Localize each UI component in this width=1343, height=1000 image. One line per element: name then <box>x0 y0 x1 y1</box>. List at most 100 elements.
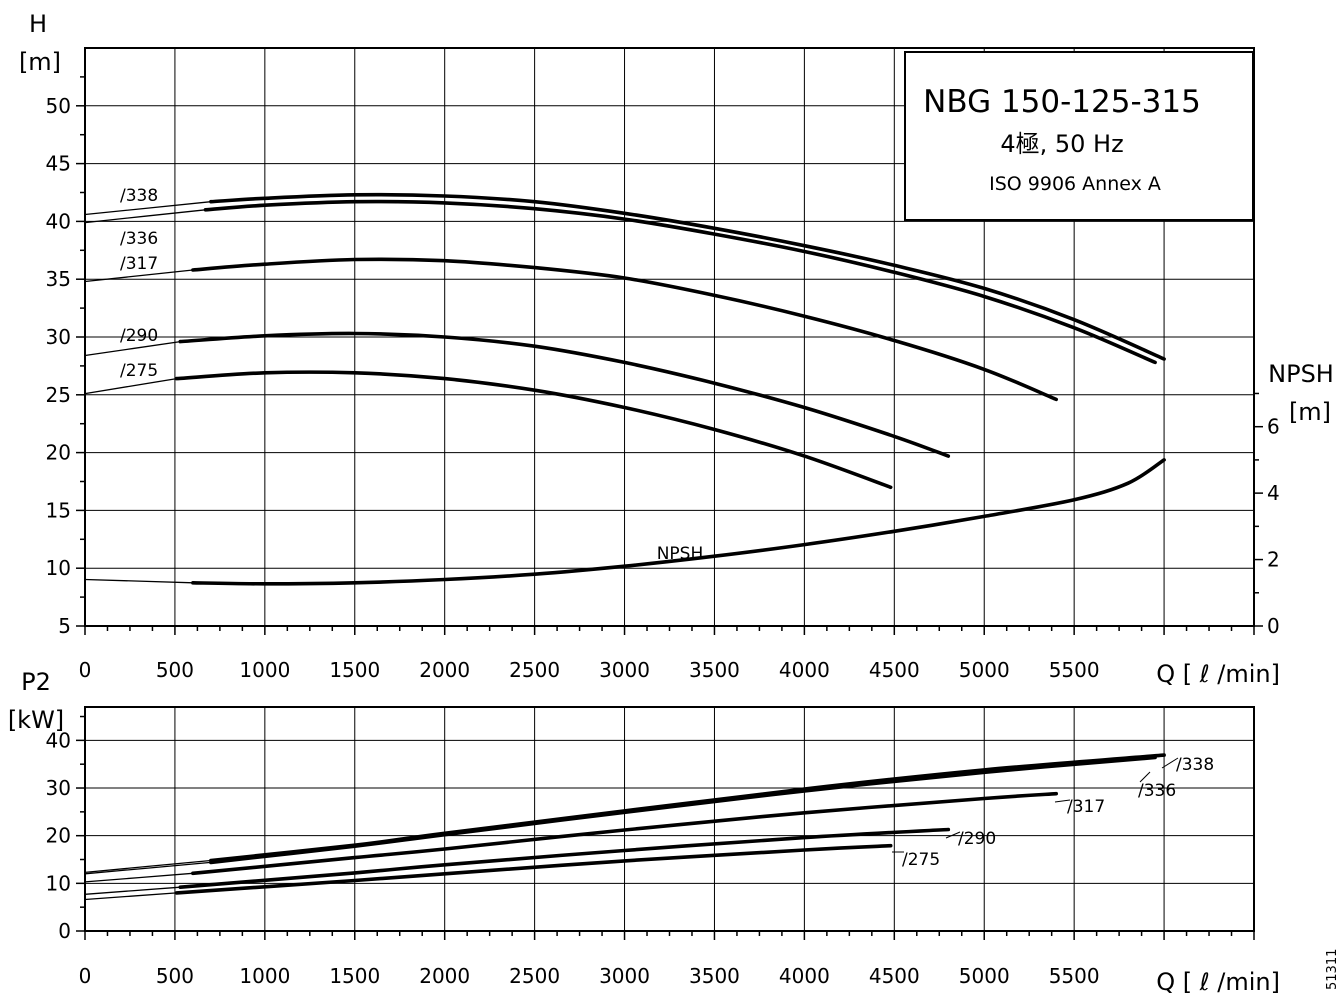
h-tick-label: 35 <box>46 267 71 291</box>
power-curve-label: /336 <box>1138 781 1176 801</box>
head-frame <box>84 47 1255 627</box>
head-290-curve <box>178 331 951 458</box>
head-curves <box>84 192 1166 586</box>
q-tick-label-top: 1000 <box>239 658 290 682</box>
power-curve-label: /338 <box>1176 755 1214 775</box>
q-axis-title-top: Q [ ℓ /min] <box>1156 660 1280 688</box>
q-tick-label-bottom: 3500 <box>689 964 740 988</box>
power-317-curve <box>191 791 1058 876</box>
power-336-curve <box>209 755 1157 865</box>
power-curve-label: /317 <box>1067 797 1105 817</box>
head-317-curve <box>191 257 1058 402</box>
head-curve-label: /290 <box>120 326 158 346</box>
q-tick-label-top: 4500 <box>869 658 920 682</box>
p2-tick-label: 30 <box>46 776 71 800</box>
model-title: NBG 150-125-315 <box>923 84 1201 120</box>
npsh-tick-label: 4 <box>1267 481 1280 505</box>
tick-labels: 0246510152025303540455001020304000500500… <box>46 94 1280 988</box>
power-frame <box>84 706 1255 932</box>
h-tick-label: 40 <box>46 209 71 233</box>
q-tick-label-bottom: 5000 <box>959 964 1010 988</box>
q-tick-label-bottom: 500 <box>156 964 194 988</box>
label-leader <box>1139 771 1151 783</box>
power-275-extension <box>84 892 177 901</box>
q-tick-label-top: 2500 <box>509 658 560 682</box>
q-tick-label-top: 3500 <box>689 658 740 682</box>
side-code: 51311 <box>1325 949 1340 990</box>
q-tick-label-bottom: 5500 <box>1049 964 1100 988</box>
h-tick-label: 30 <box>46 325 71 349</box>
label-leader <box>1161 757 1179 769</box>
head-275-extension <box>84 377 177 395</box>
standard-label: ISO 9906 Annex A <box>989 173 1161 195</box>
label-leader <box>1054 799 1071 803</box>
power-290-curve <box>178 827 951 889</box>
p2-tick-label: 40 <box>46 728 71 752</box>
q-tick-label-bottom: 2000 <box>419 964 470 988</box>
q-tick-label-top: 0 <box>79 658 92 682</box>
p2-tick-label: 0 <box>58 919 71 943</box>
q-tick-label-top: 2000 <box>419 658 470 682</box>
q-tick-label-bottom: 3000 <box>599 964 650 988</box>
head-curve-label: /336 <box>120 229 158 249</box>
q-tick-label-top: 5000 <box>959 658 1010 682</box>
power-317-extension <box>84 872 193 883</box>
h-tick-label: 15 <box>46 498 71 522</box>
h-axis-title: H <box>29 10 47 38</box>
q-tick-label-top: 3000 <box>599 658 650 682</box>
head-336-extension <box>84 209 206 224</box>
h-tick-label: 5 <box>58 614 71 638</box>
q-tick-label-top: 500 <box>156 658 194 682</box>
p2-tick-label: 10 <box>46 871 71 895</box>
head-317-extension <box>84 269 193 283</box>
head-curve-label: /317 <box>120 254 158 274</box>
npsh-tick-label: 0 <box>1267 614 1280 638</box>
q-tick-label-bottom: 2500 <box>509 964 560 988</box>
p2-tick-label: 20 <box>46 824 71 848</box>
npsh-curve-label: NPSH <box>657 544 704 564</box>
q-tick-label-top: 4000 <box>779 658 830 682</box>
p2-axis-title: P2 <box>21 668 51 696</box>
q-tick-label-top: 1500 <box>329 658 380 682</box>
head-338-curve <box>209 192 1166 361</box>
model-subtitle: 4極, 50 Hz <box>1000 130 1123 158</box>
head-336-curve <box>203 199 1157 365</box>
power-curve-label: /290 <box>958 829 996 849</box>
head-290-extension <box>84 340 181 357</box>
power-338-extension <box>84 859 211 874</box>
p2-axis-unit: [kW] <box>8 706 64 734</box>
power-290-extension <box>84 886 181 895</box>
npsh-axis-title: NPSH <box>1268 360 1334 388</box>
title-box <box>904 51 1254 221</box>
npsh-tick-label: 6 <box>1267 415 1280 439</box>
label-leader <box>945 831 961 839</box>
head-curve-label: /338 <box>120 186 158 206</box>
h-axis-unit: [m] <box>19 48 61 76</box>
h-tick-label: 50 <box>46 94 71 118</box>
h-tick-label: 20 <box>46 441 71 465</box>
q-tick-label-bottom: 4500 <box>869 964 920 988</box>
npsh-extension <box>84 578 193 584</box>
npsh-axis-unit: [m] <box>1289 398 1331 426</box>
npsh-tick-label: 2 <box>1267 548 1280 572</box>
power-grid <box>76 706 1255 940</box>
h-tick-label: 10 <box>46 556 71 580</box>
q-axis-title-bottom: Q [ ℓ /min] <box>1156 968 1280 996</box>
q-tick-label-top: 5500 <box>1049 658 1100 682</box>
head-275-curve <box>174 370 893 490</box>
power-curves <box>84 753 1166 901</box>
q-tick-label-bottom: 1000 <box>239 964 290 988</box>
q-tick-label-bottom: 0 <box>79 964 92 988</box>
npsh-curve <box>191 458 1166 586</box>
h-tick-label: 45 <box>46 152 71 176</box>
head-curve-label: /275 <box>120 361 158 381</box>
power-336-extension <box>84 861 211 875</box>
h-tick-label: 25 <box>46 383 71 407</box>
power-curve-label: /275 <box>902 850 940 870</box>
q-tick-label-bottom: 1500 <box>329 964 380 988</box>
power-275-curve <box>174 843 893 895</box>
head-338-extension <box>84 201 211 216</box>
q-tick-label-bottom: 4000 <box>779 964 830 988</box>
